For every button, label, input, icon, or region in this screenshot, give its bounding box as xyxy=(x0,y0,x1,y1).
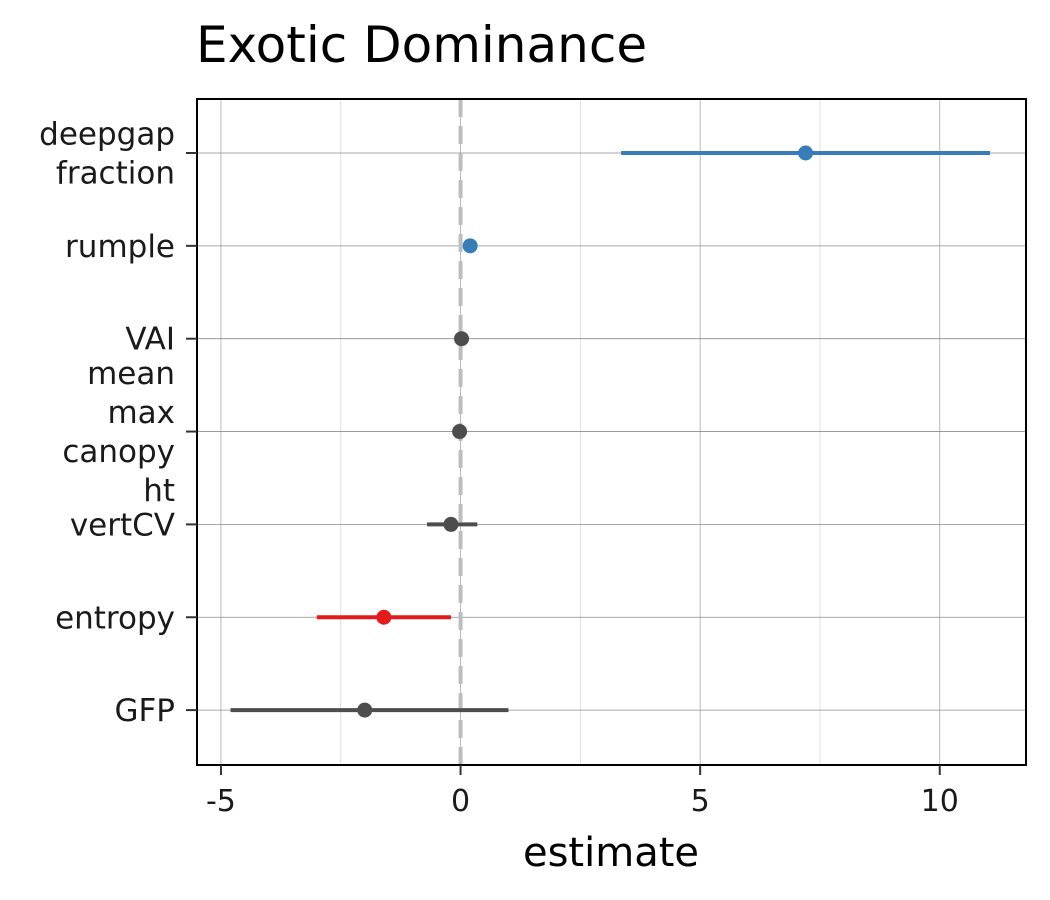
x-tick-label: 10 xyxy=(921,784,959,819)
estimate-point xyxy=(376,609,392,625)
x-axis: -5 0 5 10 xyxy=(206,765,959,819)
x-tick-label: -5 xyxy=(206,784,236,819)
y-tick-label: rumple xyxy=(65,229,175,265)
y-tick-label: canopy xyxy=(62,434,175,470)
y-tick-label: mean xyxy=(87,356,175,392)
x-axis-label: estimate xyxy=(523,830,699,876)
x-tick-label: 0 xyxy=(451,784,470,819)
y-tick-label: VAI xyxy=(125,322,175,358)
y-tick-label: GFP xyxy=(114,693,175,729)
y-tick-label: deepgap xyxy=(39,117,175,153)
y-tick-label: vertCV xyxy=(70,507,175,543)
y-tick-label: max xyxy=(107,395,175,431)
grid xyxy=(197,99,1026,765)
y-tick-label: entropy xyxy=(55,600,175,636)
y-tick-label: ht xyxy=(143,473,175,509)
estimate-point xyxy=(443,516,459,532)
plot-panel-border xyxy=(196,98,1027,766)
estimate-point xyxy=(454,331,470,347)
x-tick-label: 5 xyxy=(691,784,710,819)
estimate-point xyxy=(462,238,478,254)
estimate-point xyxy=(357,702,373,718)
estimate-marks xyxy=(230,145,991,718)
y-tick-label: fraction xyxy=(56,156,175,192)
chart-title: Exotic Dominance xyxy=(196,16,647,74)
estimate-point xyxy=(798,145,814,161)
estimate-point xyxy=(452,424,468,440)
